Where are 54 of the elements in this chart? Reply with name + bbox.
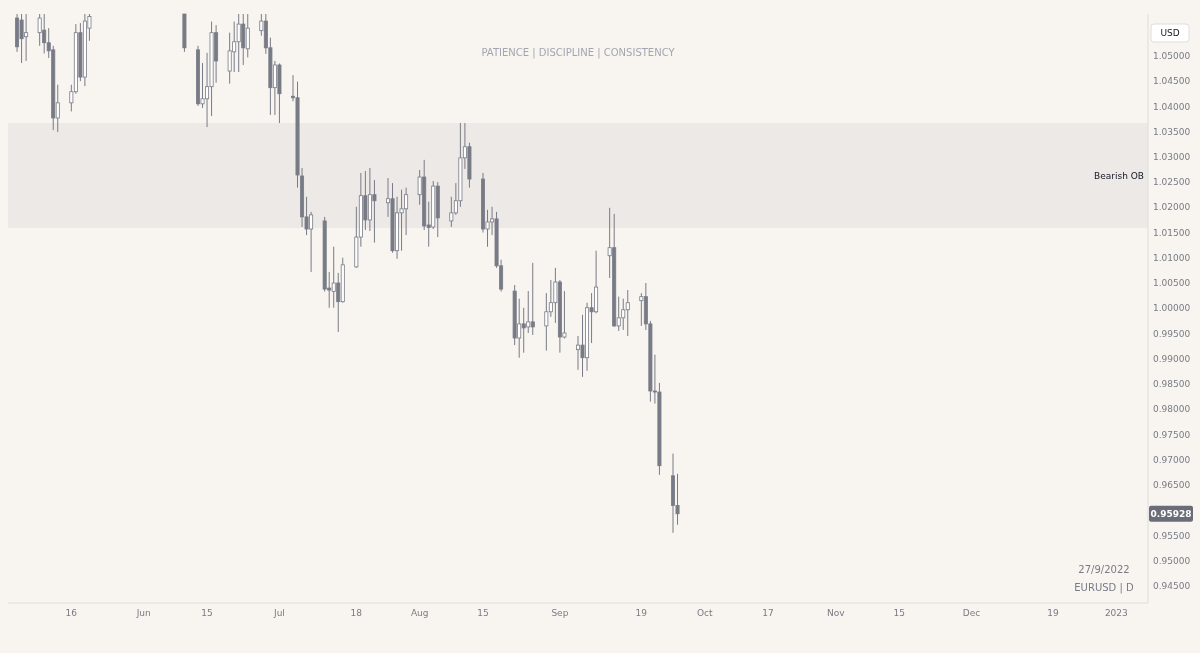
y-tick-label: 0.95500 — [1153, 530, 1191, 541]
y-tick-label: 1.04500 — [1153, 76, 1191, 87]
candlestick — [245, 13, 250, 58]
y-tick-label: 0.97500 — [1153, 429, 1191, 440]
candlestick — [236, 13, 241, 73]
y-tick-label: 0.98000 — [1153, 404, 1191, 415]
y-tick-label: 0.97000 — [1153, 454, 1191, 465]
y-tick-label: 1.03000 — [1153, 151, 1191, 162]
y-tick-label: 0.98500 — [1153, 379, 1191, 390]
x-tick-label: Nov — [827, 608, 846, 618]
candlestick — [625, 289, 630, 337]
x-tick-label: 15 — [477, 608, 489, 618]
y-tick-label: 1.01000 — [1153, 252, 1191, 263]
x-tick-label: Jul — [273, 608, 285, 618]
candlestick — [19, 13, 24, 64]
candlestick — [639, 292, 644, 327]
candlestick — [37, 13, 42, 47]
candlestick — [227, 32, 232, 85]
band-label: Bearish OB — [1094, 170, 1144, 181]
x-tick-label: Oct — [696, 608, 713, 618]
y-tick-label: 1.00000 — [1153, 303, 1191, 314]
candlestick — [530, 262, 535, 336]
text: 0.95928 — [1150, 508, 1192, 519]
y-tick-label: 1.02500 — [1153, 177, 1191, 188]
y-tick-label: 0.94500 — [1153, 580, 1191, 591]
x-tick-label: 15 — [893, 608, 905, 618]
y-tick-label: 1.03500 — [1153, 126, 1191, 137]
y-tick-label: 1.02000 — [1153, 202, 1191, 213]
y-axis-title: USD — [1160, 28, 1180, 39]
x-tick-label: 19 — [1047, 608, 1059, 618]
x-tick-label: 19 — [635, 608, 648, 618]
x-tick-label: Jun — [135, 608, 151, 618]
candlestick — [331, 246, 336, 309]
annotation: EURUSD | D — [1074, 582, 1134, 594]
x-tick-label: 16 — [65, 608, 78, 618]
y-tick-label: 0.99500 — [1153, 328, 1191, 339]
x-tick-label: 17 — [762, 608, 774, 618]
y-tick-label: 0.96500 — [1153, 480, 1191, 491]
x-tick-label: Sep — [551, 608, 569, 618]
candlestick — [521, 307, 526, 354]
annotation: 27/9/2022 — [1078, 564, 1130, 575]
y-tick-label: 1.00500 — [1153, 278, 1191, 289]
candlestick — [372, 179, 377, 244]
x-tick-label: Dec — [962, 608, 981, 618]
x-tick-label: 18 — [350, 608, 363, 618]
y-tick-label: 0.99000 — [1153, 353, 1191, 364]
y-tick-label: 1.01500 — [1153, 227, 1191, 238]
x-tick-label: 2023 — [1104, 608, 1128, 618]
y-tick-label: 1.05000 — [1153, 51, 1191, 62]
y-tick-label: 0.95000 — [1153, 555, 1191, 566]
y-tick-label: 1.04000 — [1153, 101, 1191, 112]
text: PATIENCE | DISCIPLINE | CONSISTENCY — [481, 47, 676, 59]
x-tick-label: Aug — [410, 608, 429, 618]
x-tick-label: 15 — [201, 608, 213, 618]
